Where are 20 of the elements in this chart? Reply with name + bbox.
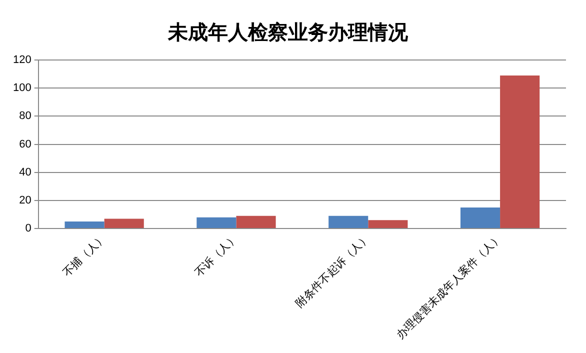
y-tick-label: 60 (19, 138, 32, 150)
bar (104, 218, 144, 228)
y-tick-label: 100 (12, 82, 32, 94)
bar (368, 220, 408, 228)
bar (500, 75, 540, 228)
y-tick-label: 20 (19, 194, 32, 206)
y-tick-label: 40 (19, 166, 32, 178)
x-tick-label: 办理侵害未成年人案件（人） (394, 231, 504, 342)
x-tick-label: 不诉（人） (192, 231, 240, 280)
y-tick-label: 80 (19, 110, 32, 122)
bar (64, 222, 104, 228)
x-tick-label: 附条件不起诉（人） (293, 231, 372, 310)
bar (460, 207, 500, 228)
x-tick-label: 不捕（人） (60, 231, 108, 280)
y-tick-label: 120 (12, 54, 32, 66)
bar (328, 216, 368, 228)
bar (236, 216, 276, 228)
y-tick-label: 0 (25, 222, 32, 235)
bar (196, 217, 236, 228)
chart-title: 未成年人检察业务办理情况 (167, 20, 409, 44)
